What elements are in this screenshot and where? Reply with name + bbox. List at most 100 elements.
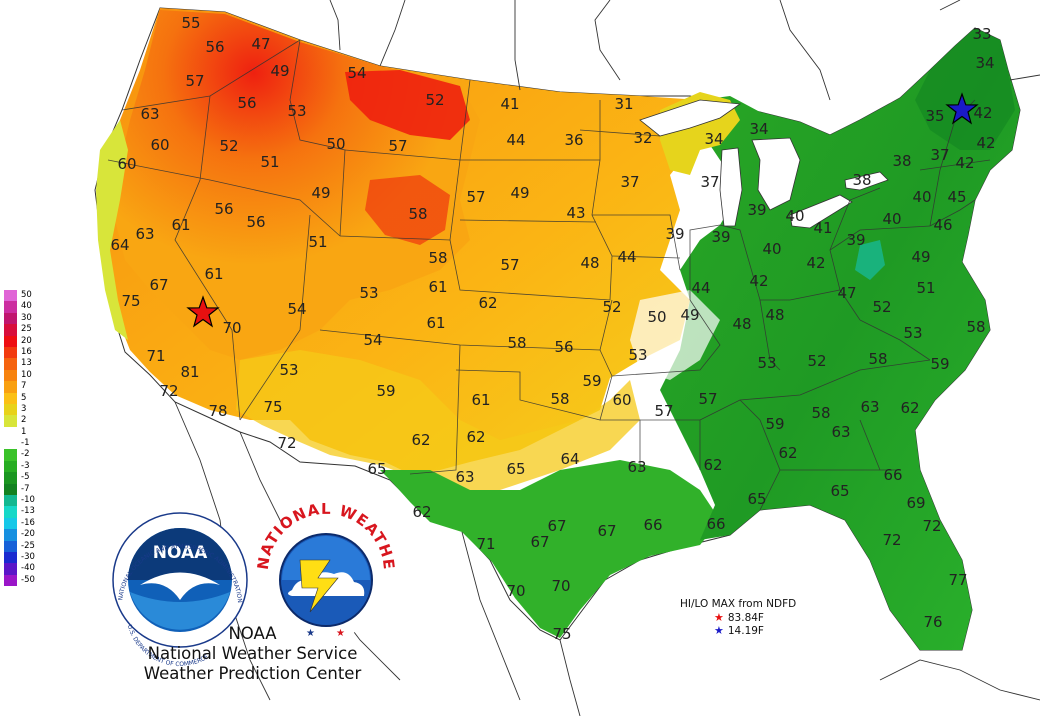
legend-swatch [4,574,17,587]
temperature-label: 52 [219,137,238,155]
temperature-label: 40 [785,207,804,225]
temperature-label: 62 [900,399,919,417]
temperature-label: 56 [205,38,224,56]
temperature-label: 52 [872,298,891,316]
temperature-label: 42 [973,104,992,122]
legend-swatch [4,449,17,461]
state-borders [107,39,991,511]
credit-wpc: Weather Prediction Center [143,664,362,683]
temperature-label: 57 [500,256,519,274]
temperature-label: 58 [408,205,427,223]
temperature-label: 65 [830,482,849,500]
temperature-label: 63 [455,468,474,486]
legend-entry: 2 [4,415,44,427]
temperature-label: 44 [691,279,710,297]
legend-swatch [4,472,17,484]
temperature-label: 52 [602,298,621,316]
temperature-label: 58 [868,350,887,368]
legend-entry: 20 [4,335,44,347]
temperature-label: 50 [326,135,345,153]
temperature-label: 39 [846,231,865,249]
temperature-label: 50 [647,308,666,326]
lo-star-icon: ★ [714,624,724,637]
temperature-label: 61 [428,278,447,296]
temperature-label: 39 [665,225,684,243]
temperature-label: 39 [711,228,730,246]
lo-max-star-marker [945,92,979,125]
legend-swatch [4,392,17,404]
legend-label: 10 [21,369,32,380]
temperature-label: 57 [698,390,717,408]
temperature-label: 65 [747,490,766,508]
legend-label: -3 [21,460,30,471]
temperature-label: 32 [633,129,652,147]
temperature-label: 66 [883,466,902,484]
temperature-label: 37 [700,173,719,191]
legend-label: -16 [21,517,35,528]
temperature-label: 72 [277,434,296,452]
lake-michigan [719,147,743,227]
temperature-label: 54 [363,331,382,349]
legend-swatch [4,415,17,427]
temperature-label: 41 [813,219,832,237]
legend-swatch [4,460,17,473]
lake-erie [789,194,853,229]
temperature-label: 31 [614,95,633,113]
nws-star-right: ★ [336,628,345,639]
temperature-label: 52 [807,352,826,370]
temperature-label: 60 [612,391,631,409]
noaa-logo: NOAA NATIONAL OCEANIC AND ATMOSPHERIC AD… [112,512,248,668]
extremes-title: HI/LO MAX from NDFD [680,598,797,610]
credit-noaa: NOAA [228,624,277,643]
temperature-label: 65 [506,460,525,478]
legend-label: -1 [21,438,30,449]
temperature-label: 53 [757,354,776,372]
hi-value-row: ★ 83.84F [680,611,796,624]
temperature-label: 56 [214,200,233,218]
temperature-label: 38 [892,152,911,170]
temperature-label: 71 [476,535,495,553]
legend-label: -40 [21,563,35,574]
ohio-valley-white [630,290,720,380]
legend-swatch [4,346,17,359]
legend-entry: -5 [4,472,44,484]
legend-label: 3 [21,403,27,414]
legend-swatch [4,403,17,416]
temperature-label: 67 [530,533,549,551]
temperature-label: 45 [947,188,966,206]
noaa-logo-text: NOAA [153,543,208,563]
legend-entry: -30 [4,551,44,564]
legend-label: -2 [21,449,30,460]
legend-swatch [4,438,17,450]
legend-swatch [4,495,17,507]
legend-entry: 50 [4,290,44,302]
temperature-label: 34 [975,54,994,72]
temperature-label: 62 [466,428,485,446]
legend-entry: -25 [4,540,44,552]
legend-label: -10 [21,495,35,506]
temperature-label: 41 [500,95,519,113]
temperature-label: 67 [149,276,168,294]
temperature-label: 60 [117,155,136,173]
legend-swatch [4,290,17,302]
temperature-label: 53 [279,361,298,379]
legend-label: -20 [21,529,35,540]
legend-swatch [4,426,17,439]
temperature-label: 57 [388,137,407,155]
legend-label: 25 [21,324,32,335]
hi-lo-extremes: HI/LO MAX from NDFD ★ 83.84F ★ 14.19F [680,598,796,637]
legend-entry: 13 [4,358,44,370]
temperature-label: 58 [550,390,569,408]
temperature-label: 51 [308,233,327,251]
temperature-label: 58 [507,334,526,352]
temperature-label: 42 [749,272,768,290]
temperature-label: 70 [506,582,525,600]
legend-label: 1 [21,426,27,437]
legend-swatch [4,551,17,564]
texas-green-region [380,460,720,638]
temperature-label: 57 [654,402,673,420]
temperature-label: 43 [566,204,585,222]
temperature-label: 34 [749,120,768,138]
temperature-label: 63 [627,458,646,476]
